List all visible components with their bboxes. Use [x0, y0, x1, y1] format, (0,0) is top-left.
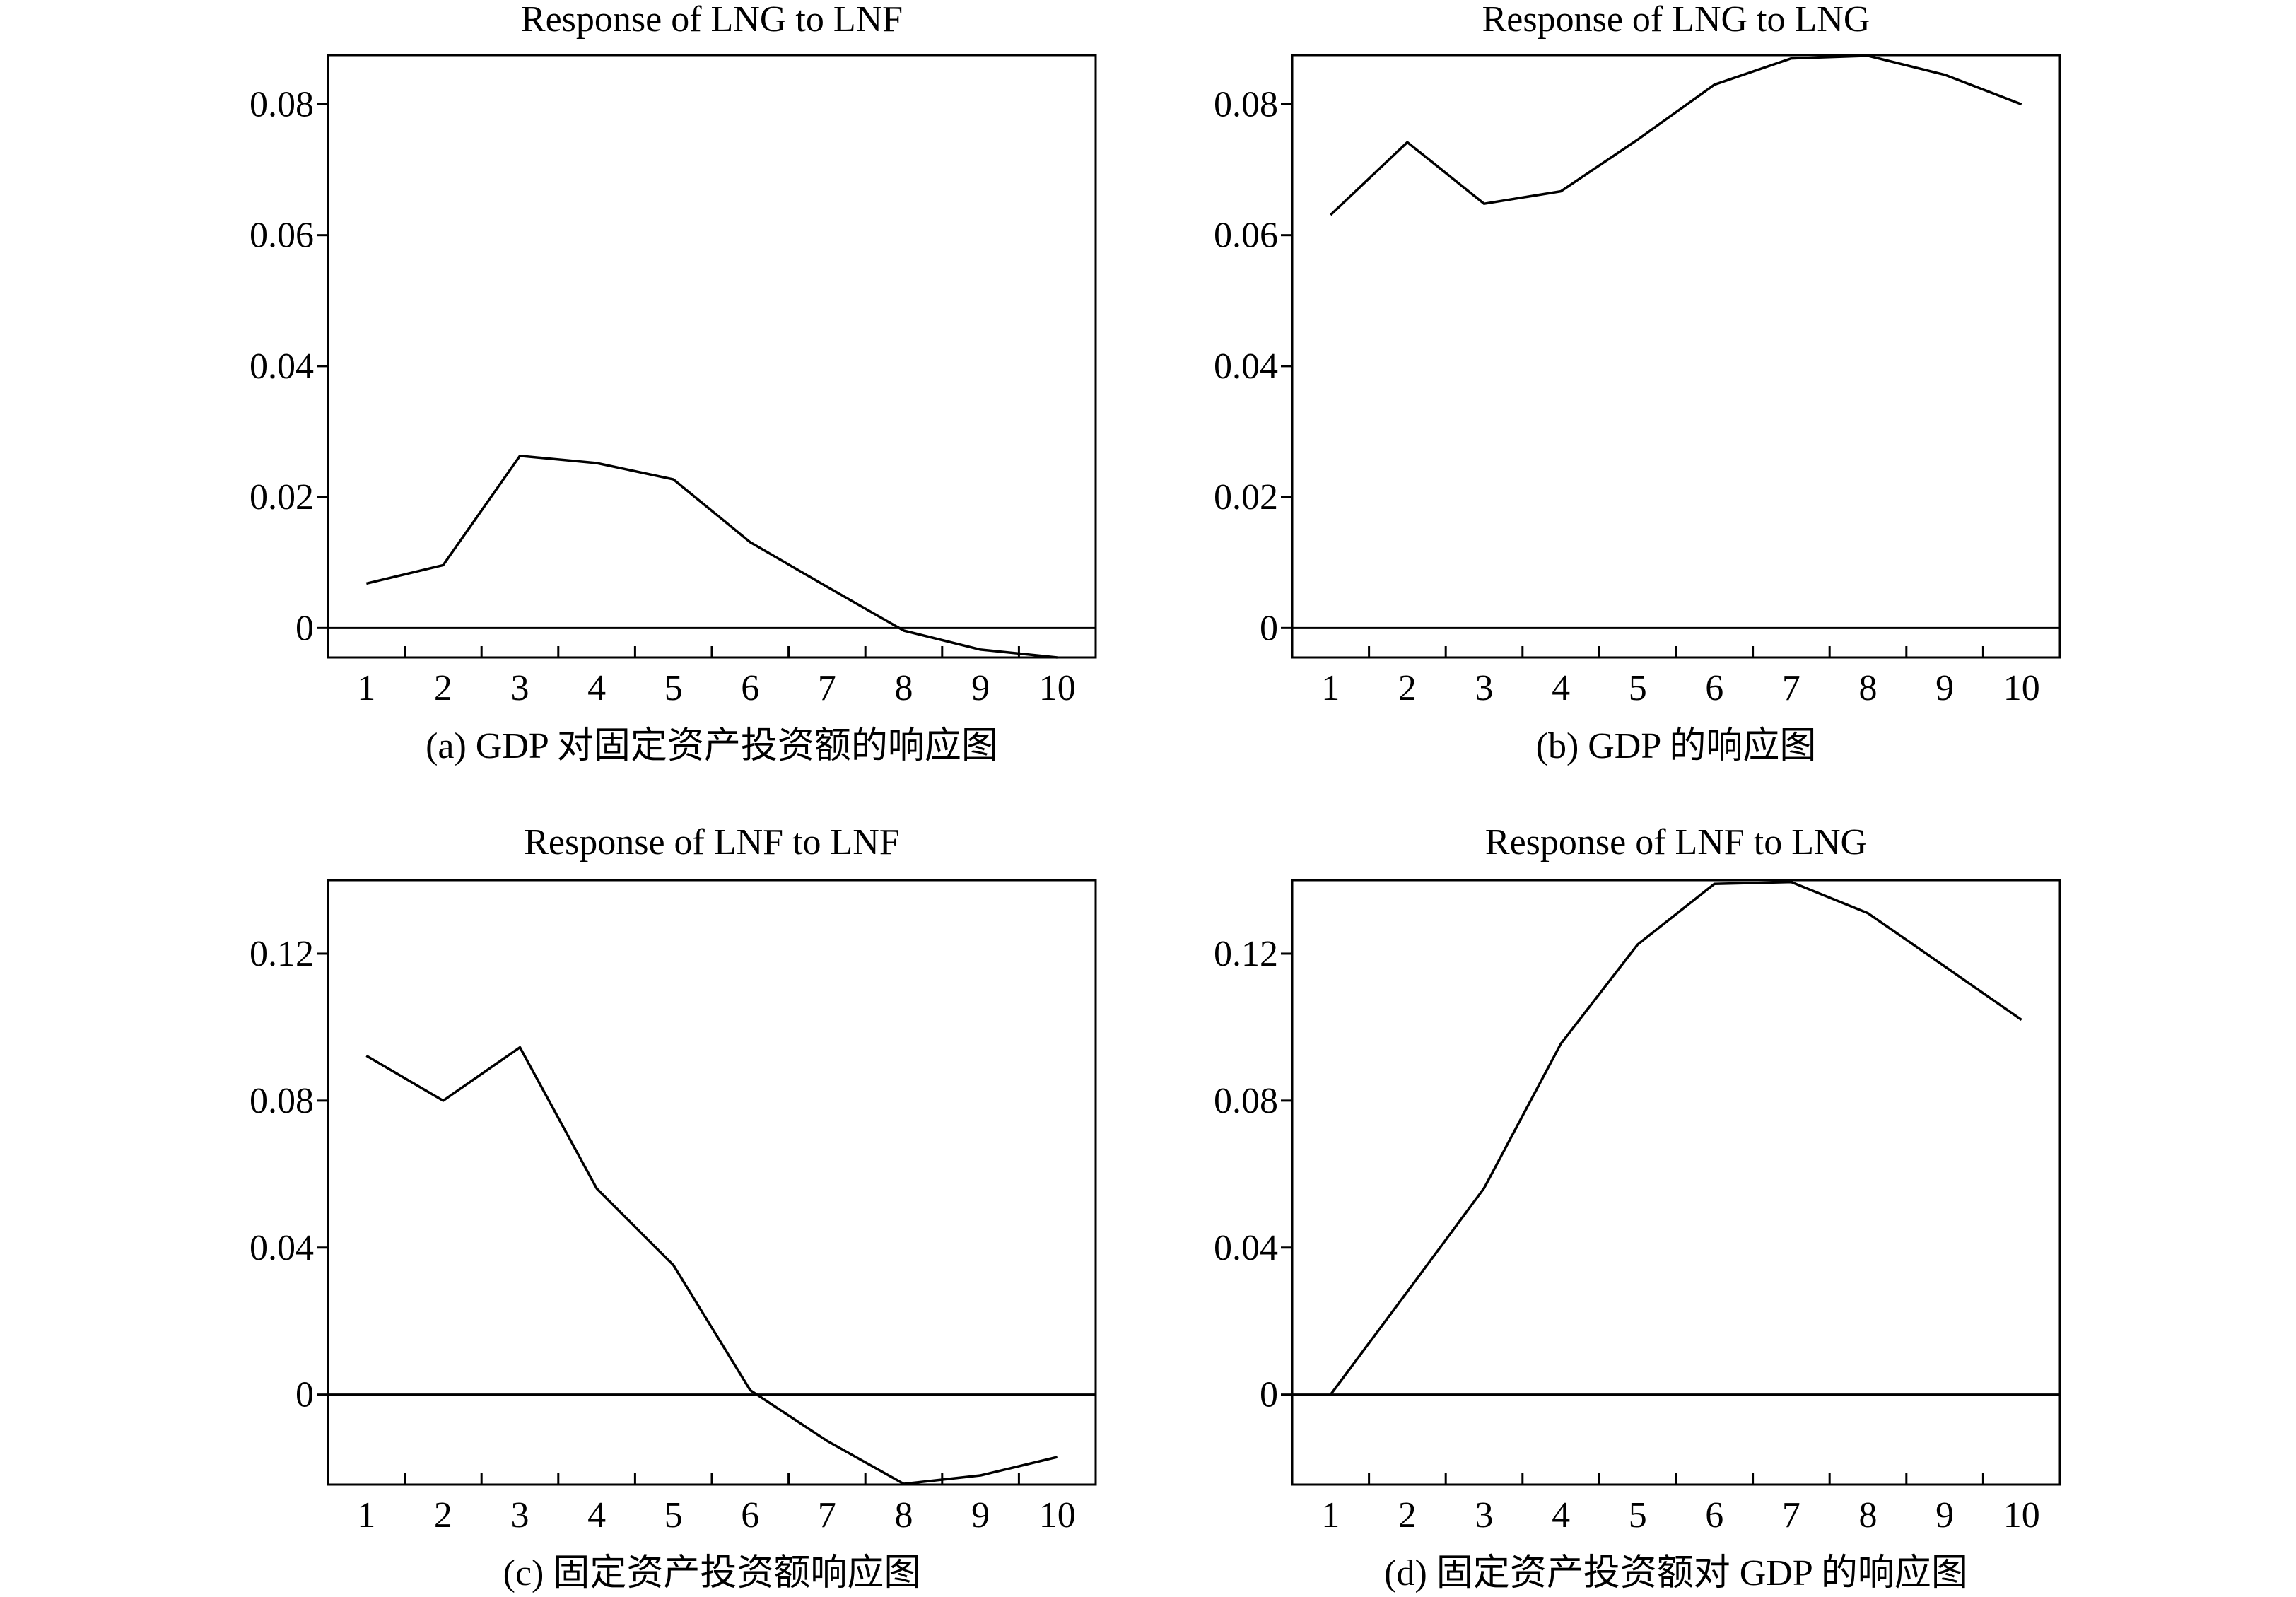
x-tick-label: 7: [1782, 668, 1800, 708]
x-tick-label: 5: [664, 668, 683, 708]
x-tick-label: 5: [1629, 668, 1647, 708]
x-tick-label: 1: [357, 1495, 375, 1535]
y-tick-label: 0.04: [250, 346, 314, 387]
x-tick-label: 5: [664, 1495, 683, 1535]
x-tick-label: 6: [741, 668, 759, 708]
y-tick-label: 0.04: [250, 1228, 314, 1268]
y-tick-label: 0: [1260, 1375, 1278, 1415]
x-tick-label: 8: [1859, 668, 1878, 708]
panel-a: Response of LNG to LNF 0 0.02 0.04 0.06 0.08 1…: [250, 0, 1097, 766]
panel-caption: (b) GDP 的响应图: [1536, 726, 1817, 766]
x-tick-label: 7: [818, 1495, 836, 1535]
x-tick-label: 8: [895, 668, 913, 708]
y-tick-label: 0.12: [250, 934, 314, 974]
chart-title: Response of LNF to LNG: [1485, 822, 1867, 862]
x-tick-label: 10: [1039, 668, 1076, 708]
x-tick-label: 2: [434, 668, 452, 708]
panel-c: Response of LNF to LNF 0 0.04 0.08 0.12 1 2 3 4 5…: [250, 822, 1097, 1593]
response-line: [1330, 54, 2022, 216]
y-tick-label: 0: [295, 1375, 314, 1415]
y-tick-label: 0.04: [1214, 346, 1278, 387]
x-tick-label: 10: [1039, 1495, 1076, 1535]
x-tick-label: 10: [2003, 668, 2040, 708]
panel-caption: (a) GDP 对固定资产投资额的响应图: [426, 726, 998, 766]
y-tick-label: 0.06: [1214, 216, 1278, 256]
x-tick-label: 7: [818, 668, 836, 708]
x-tick-label: 4: [587, 668, 606, 708]
x-tick-label: 3: [511, 668, 529, 708]
y-tick-label: 0.08: [1214, 84, 1278, 124]
x-tick-label: 1: [1321, 1495, 1340, 1535]
panel-caption: (d) 固定资产投资额对 GDP 的响应图: [1384, 1553, 1968, 1593]
panel-d: Response of LNF to LNG 0 0.04 0.08 0.12 1 2 3 4 5…: [1214, 822, 2061, 1593]
x-tick-label: 7: [1782, 1495, 1800, 1535]
x-tick-label: 4: [1552, 1495, 1570, 1535]
x-tick-label: 10: [2003, 1495, 2040, 1535]
x-tick-label: 8: [895, 1495, 913, 1535]
panel-caption: (c) 固定资产投资额响应图: [503, 1553, 921, 1593]
response-line: [365, 455, 1058, 659]
y-tick-label: 0.06: [250, 216, 314, 256]
x-tick-label: 9: [1935, 1495, 1954, 1535]
x-tick-label: 2: [434, 1495, 452, 1535]
chart-title: Response of LNF to LNF: [524, 822, 900, 862]
response-line: [365, 1046, 1058, 1485]
response-line: [1329, 880, 2022, 1396]
chart-title: Response of LNG to LNF: [521, 0, 903, 40]
x-tick-label: 3: [1475, 1495, 1494, 1535]
x-tick-label: 6: [741, 1495, 759, 1535]
y-tick-label: 0.02: [1214, 477, 1278, 517]
x-tick-label: 2: [1398, 1495, 1417, 1535]
y-tick-label: 0.12: [1214, 934, 1278, 974]
chart-title: Response of LNG to LNG: [1482, 0, 1870, 40]
x-tick-label: 9: [971, 668, 990, 708]
x-tick-label: 6: [1705, 1495, 1723, 1535]
x-tick-label: 3: [1475, 668, 1494, 708]
x-tick-label: 8: [1859, 1495, 1878, 1535]
y-tick-label: 0.04: [1214, 1228, 1278, 1268]
x-tick-label: 3: [511, 1495, 529, 1535]
y-tick-label: 0.08: [250, 1081, 314, 1121]
x-tick-label: 9: [1935, 668, 1954, 708]
x-tick-label: 9: [971, 1495, 990, 1535]
x-tick-label: 2: [1398, 668, 1417, 708]
x-tick-label: 4: [587, 1495, 606, 1535]
x-tick-label: 5: [1629, 1495, 1647, 1535]
panel-b: Response of LNG to LNG 0 0.02 0.04 0.06 0.08 1…: [1214, 0, 2061, 766]
plot-frame: [327, 54, 1097, 659]
y-tick-label: 0.08: [250, 84, 314, 124]
x-tick-label: 6: [1705, 668, 1723, 708]
x-tick-label: 4: [1552, 668, 1570, 708]
plot-frame: [1291, 54, 2061, 659]
y-tick-label: 0: [1260, 608, 1278, 648]
y-tick-label: 0: [295, 608, 314, 648]
y-tick-label: 0.08: [1214, 1081, 1278, 1121]
x-tick-label: 1: [1321, 668, 1340, 708]
y-tick-label: 0.02: [250, 477, 314, 517]
x-tick-label: 1: [357, 668, 375, 708]
